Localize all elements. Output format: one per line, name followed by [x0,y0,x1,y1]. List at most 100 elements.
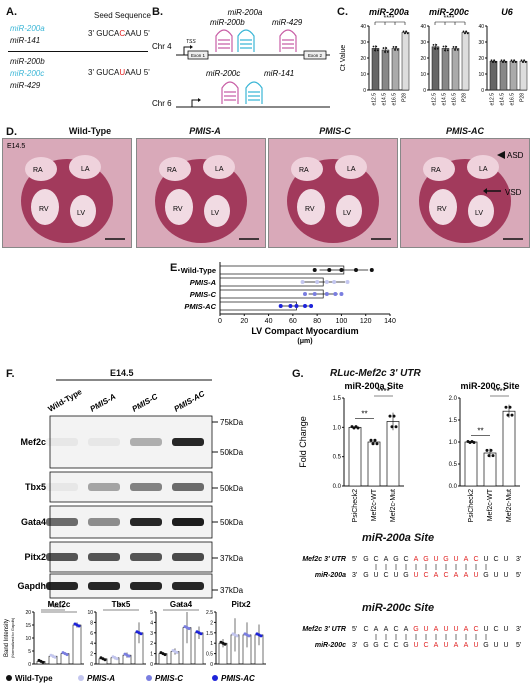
data-point [127,654,131,658]
rv-chamber [165,189,193,225]
data-point [175,651,179,655]
blot-band [46,518,78,526]
nucleotide: G [483,642,488,649]
vsd-arrowhead [483,188,487,194]
lv-chamber [204,195,230,227]
data-point [454,48,456,51]
nucleotide: C [393,642,398,649]
x-tick-label: P28 [462,93,468,102]
nucleotide: U [423,626,428,633]
legend-swatch [78,675,84,681]
y-tick-label: 30 [420,40,426,46]
data-point [247,634,251,638]
bar [451,48,460,91]
lane-label: PMIS-AC [173,389,207,414]
hairpin-mir141 [245,81,263,104]
chr4-text: Chr 4 [152,42,172,51]
x-tick-label: Mef2c-WT [487,488,494,521]
nucleotide: C [423,642,428,649]
nucleotide: C [393,626,398,633]
ra-label: RA [431,167,441,174]
data-point [465,30,468,33]
mir-200c-label: miR-200c [10,69,45,78]
data-point [436,47,439,50]
nucleotide: U [483,556,488,563]
data-point [444,49,446,52]
la-chamber [467,155,499,179]
panel-g-charts: miR-200a Site Fold Change 0.0 0.5 1.0 1.5 PsiC… [298,381,520,522]
protein-label: Pitx2 [24,552,46,562]
group1-list: miR-200a miR-141 [10,23,45,47]
nucleotide: G [363,556,368,563]
data-point [103,658,107,662]
ra-chamber [423,157,455,181]
nucleotide: U [453,626,458,633]
data-point [115,657,119,661]
la-label: LA [479,166,488,173]
x-tick-label: 80 [313,318,321,325]
luciferase-title: RLuc-Mef2c 3' UTR [330,368,421,379]
nucleotide: C [363,626,368,633]
data-point [487,454,491,458]
end-label: 5' [516,572,521,579]
nucleotide: U [503,572,508,579]
title-pmis-ac: PMIS-AC [446,126,484,136]
data-point [510,59,513,62]
y-tick-label: 20 [360,56,366,62]
tss-text: TSS [186,39,196,45]
legend-swatch [6,675,12,681]
mir-200a-label: miR-200a [10,24,45,33]
y-tick-label: 2.5 [206,610,213,616]
data-point [386,51,389,53]
nucleotide: G [393,556,398,563]
data-point [332,280,337,284]
data-point [490,59,493,62]
y-tick-label: 40 [420,24,426,30]
lv-label: LV [475,210,483,217]
data-point [504,61,507,64]
protein-label: Gapdh [18,581,47,591]
hairpin-mir200a [237,29,255,52]
seed-sequence-header: Seed Sequence [94,11,151,20]
y-tick-label: 8 [90,620,93,626]
blot-band [88,518,120,526]
site-a-title: miR-200a Site [362,532,435,544]
nucleotide: A [464,556,469,563]
panel-c-label: C. [337,6,348,18]
marker-label: 50kDa [220,484,244,493]
data-point [520,59,523,62]
lane-label: PMIS-A [89,392,118,414]
svg-text:Exon 1: Exon 1 [191,53,206,58]
data-point [339,268,344,272]
nucleotide: U [433,556,438,563]
nucleotide: G [423,556,428,563]
data-point [392,46,395,48]
marker-label: 37kDa [220,586,244,595]
chart-title: Pitx2 [231,600,251,609]
mir-200b-label: miR-200b [10,57,45,66]
data-point [395,46,398,48]
nucleotide: C [423,572,428,579]
nucleotide: A [434,626,439,633]
legend-label: PMIS-C [155,674,183,683]
blot-band [88,483,120,491]
y-tick-label: 4 [90,641,93,647]
marker-label: 37kDa [220,554,244,563]
title-wild-type: Wild-Type [68,126,112,136]
la-label: LA [215,166,224,173]
chart-title: miR-200c [429,7,469,17]
nucleotide: U [443,642,448,649]
nucleotide: A [454,572,459,579]
hairpin-mir429 [279,29,297,52]
data-point [324,280,329,284]
data-point [388,414,392,418]
nucleotide: C [373,556,378,563]
nucleotide: U [413,642,418,649]
title-pmis-a: PMIS-A [189,126,221,136]
y-tick-label: 0 [423,88,426,94]
bar [386,421,400,487]
x-tick-label: Mef2c-Mut [390,489,397,522]
data-point [396,48,399,51]
y-tick-label: 1 [150,652,153,658]
data-point [510,413,514,417]
